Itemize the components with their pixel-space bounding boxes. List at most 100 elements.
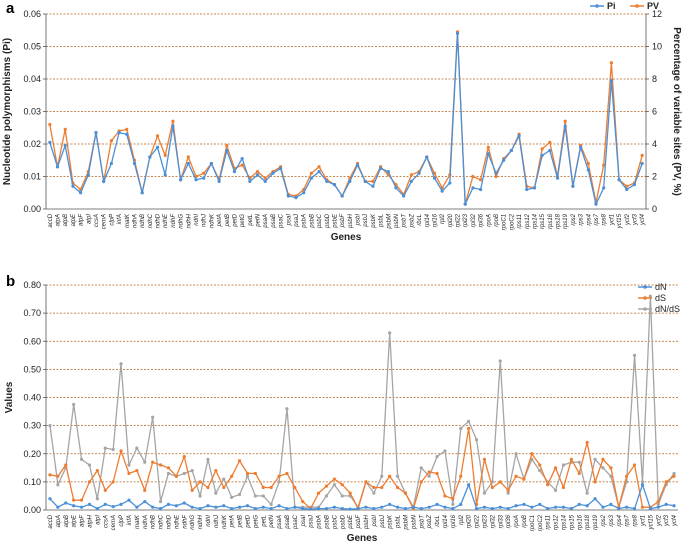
data-point (279, 166, 283, 170)
x-tick-label: ndhB (151, 515, 157, 529)
x-tick-label: psbC (317, 213, 323, 229)
x-tick-label: atpB (64, 515, 70, 527)
data-point (388, 502, 392, 506)
data-point (459, 502, 463, 506)
data-point (380, 485, 384, 490)
data-point (648, 294, 652, 298)
data-point (125, 132, 129, 136)
data-point (64, 463, 68, 467)
x-tick-label: rpoC2 (538, 514, 544, 531)
data-point (540, 153, 544, 157)
x-tick-label: psaC (279, 213, 285, 229)
data-point (467, 426, 471, 431)
data-point (474, 438, 479, 442)
x-tick-label: atpB (63, 214, 69, 226)
data-point (417, 171, 421, 175)
data-point (640, 153, 644, 157)
data-point (471, 174, 475, 179)
y2-tick-label: 12 (652, 9, 662, 19)
data-point (111, 505, 115, 509)
data-point (555, 176, 560, 180)
data-point (225, 144, 229, 148)
data-point (232, 170, 237, 174)
y-tick-label: 0.03 (23, 107, 41, 117)
x-tick-label: rps11 (517, 214, 523, 229)
x-tick-label: ndhH (186, 213, 192, 228)
data-point (463, 202, 467, 206)
data-point (517, 134, 521, 138)
y-tick-label: 0.30 (23, 421, 41, 431)
data-point (253, 506, 257, 511)
data-point (182, 501, 186, 505)
data-point (625, 187, 629, 192)
data-point (532, 186, 537, 190)
data-point (135, 469, 139, 473)
data-point (64, 501, 68, 505)
data-point (372, 506, 376, 511)
data-point (127, 498, 131, 502)
x-tick-label: petD (245, 514, 251, 528)
data-point (111, 447, 115, 452)
data-point (127, 463, 131, 467)
data-point (309, 171, 313, 175)
x-tick-label: accD (48, 514, 54, 528)
data-point (158, 463, 163, 467)
data-point (255, 173, 260, 177)
x-tick-label: rps4 (586, 213, 592, 225)
x-tick-label: ycf2 (656, 514, 662, 527)
data-point (132, 161, 137, 166)
data-point (569, 506, 573, 511)
data-point (245, 471, 250, 476)
data-point (166, 502, 171, 506)
data-point (348, 491, 352, 495)
data-point (625, 474, 629, 478)
x-tick-label: ndhC (148, 213, 154, 228)
data-point (255, 170, 260, 174)
data-point (87, 480, 92, 484)
x-tick-label: rbcL (435, 515, 441, 527)
data-point (285, 471, 289, 476)
data-point (332, 483, 336, 487)
data-point (332, 183, 337, 187)
x-tick-label: psbM (386, 214, 392, 230)
data-point (127, 471, 131, 476)
x-tick-label: petG (253, 515, 259, 529)
x-tick-label: rps19 (563, 213, 569, 229)
x-tick-label: rpoC1 (530, 515, 536, 531)
data-point (240, 163, 244, 167)
x-axis-title: Genes (347, 533, 378, 544)
data-point (486, 152, 490, 156)
x-tick-label: psbN (411, 514, 417, 530)
data-point (48, 473, 52, 477)
data-point (263, 176, 267, 180)
x-tick-label: petN (269, 514, 275, 528)
data-point (301, 499, 305, 504)
x-tick-label: rpl2 (440, 213, 446, 224)
x-tick-label: rpoA (514, 515, 520, 528)
x-tick-label: rpl16 (432, 213, 438, 227)
data-point (194, 178, 198, 182)
x-tick-label: rps11 (546, 515, 552, 530)
x-tick-label: atpF (80, 515, 86, 527)
data-point (514, 452, 518, 456)
data-point (163, 173, 167, 177)
x-tick-label: psbZ (427, 515, 433, 530)
x-tick-label: clpP (119, 515, 125, 527)
y-tick-label: 0.02 (23, 139, 41, 149)
data-point (506, 488, 510, 492)
x-tick-label: psbT (402, 213, 408, 229)
data-point (190, 488, 194, 492)
x-tick-label: atpA (56, 515, 62, 527)
x-tick-label: ndhH (198, 514, 204, 529)
data-point (594, 202, 598, 206)
data-point (395, 474, 400, 478)
y-tick-label: 0.00 (23, 505, 41, 515)
y-tick-label: 0.20 (23, 449, 41, 459)
x-tick-label: rpl23 (482, 514, 488, 528)
x-tick-label: rps16 (577, 514, 583, 530)
x-tick-label: psbD (325, 213, 331, 229)
data-point (182, 454, 186, 459)
data-point (230, 506, 234, 511)
data-point (585, 440, 589, 445)
data-point (198, 506, 202, 511)
